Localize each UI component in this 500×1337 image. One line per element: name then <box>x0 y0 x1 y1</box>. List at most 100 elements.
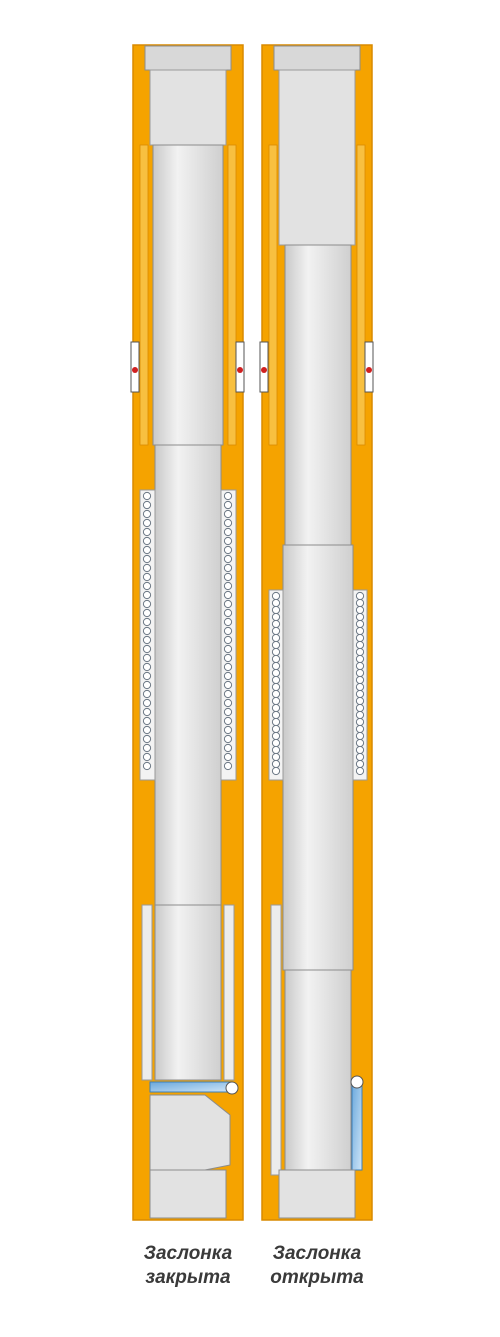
spring-coil <box>142 500 152 510</box>
spring-coil <box>142 572 152 582</box>
spring-coil <box>271 633 281 643</box>
lower-wall-left-a <box>141 904 153 1081</box>
flapper-icon <box>351 1079 363 1171</box>
spring-coil <box>355 759 365 769</box>
lower-wall-right-a <box>270 904 282 1176</box>
seal-dot <box>237 367 243 373</box>
spring-coil <box>271 731 281 741</box>
spring-coil <box>355 696 365 706</box>
spring-coil <box>355 689 365 699</box>
spring-coil <box>223 572 233 582</box>
flapper-hinge <box>350 1075 364 1089</box>
spring-coil <box>142 617 152 627</box>
caption-open: Заслонка открыта <box>247 1242 387 1290</box>
spring-coil <box>271 598 281 608</box>
upper-mandrel-left <box>152 144 224 446</box>
flow-tube-right <box>282 544 354 971</box>
spring-coil <box>355 598 365 608</box>
spring-coil <box>355 605 365 615</box>
spring-coil <box>142 518 152 528</box>
spring-coil <box>355 703 365 713</box>
spring-coil <box>142 662 152 672</box>
spring-coil <box>355 710 365 720</box>
spring-coil <box>142 671 152 681</box>
spring-coil <box>142 743 152 753</box>
spring-coil <box>271 717 281 727</box>
spring-coil <box>223 527 233 537</box>
upper-mandrel-right <box>284 244 352 546</box>
spring-coil <box>271 724 281 734</box>
spring-coil <box>223 563 233 573</box>
spring-coil <box>142 698 152 708</box>
spring-coil-icon <box>271 591 281 776</box>
spring-coil <box>142 581 152 591</box>
spring-coil <box>223 716 233 726</box>
spring-coil <box>142 527 152 537</box>
spring-coil <box>355 654 365 664</box>
spring-coil <box>142 725 152 735</box>
spring-coil <box>142 680 152 690</box>
valve-open-diagram <box>259 44 374 1221</box>
spring-coil <box>271 745 281 755</box>
spring-coil <box>142 689 152 699</box>
spring-coil <box>223 653 233 663</box>
spring-coil-icon <box>355 591 365 776</box>
spring-coil <box>223 608 233 618</box>
caption-open-line1: Заслонка <box>272 1243 362 1264</box>
lower-tube-left <box>154 904 222 1081</box>
spring-coil <box>355 640 365 650</box>
spring-coil <box>223 536 233 546</box>
seal-dot <box>261 367 267 373</box>
top-sub-left <box>144 45 232 71</box>
spring-coil <box>223 734 233 744</box>
spring-coil <box>223 689 233 699</box>
wall-left-b <box>227 144 237 446</box>
spring-coil <box>271 682 281 692</box>
spring-coil <box>271 640 281 650</box>
spring-coil <box>355 661 365 671</box>
spring-coil <box>355 626 365 636</box>
spring-coil <box>223 599 233 609</box>
spring-coil <box>271 605 281 615</box>
spring-coil <box>271 696 281 706</box>
spring-coil <box>223 500 233 510</box>
spring-coil <box>223 644 233 654</box>
spring-coil <box>355 717 365 727</box>
spring-coil <box>223 680 233 690</box>
spring-coil <box>355 682 365 692</box>
spring-coil <box>223 545 233 555</box>
spring-coil <box>223 662 233 672</box>
spring-coil <box>223 509 233 519</box>
spring-coil <box>271 668 281 678</box>
spring-coil <box>355 766 365 776</box>
spring-coil <box>271 675 281 685</box>
spring-coil <box>142 590 152 600</box>
lower-tube-right <box>284 969 352 1171</box>
spring-coil <box>271 654 281 664</box>
spring-coil <box>223 752 233 762</box>
spring-coil <box>223 743 233 753</box>
spring-coil <box>142 599 152 609</box>
spring-coil <box>223 590 233 600</box>
spring-coil <box>223 671 233 681</box>
spring-coil <box>223 761 233 771</box>
seal-dot <box>132 367 138 373</box>
spring-coil <box>355 668 365 678</box>
spring-coil <box>142 716 152 726</box>
bottom-sub-right <box>278 1169 356 1219</box>
spring-coil <box>142 653 152 663</box>
valve-closed-diagram <box>130 44 245 1221</box>
spring-coil <box>355 752 365 762</box>
spring-coil <box>142 734 152 744</box>
top-sub-right <box>273 45 361 71</box>
spring-coil <box>223 626 233 636</box>
caption-open-line2: открыта <box>270 1267 364 1288</box>
flow-tube-left <box>154 444 222 906</box>
spring-coil <box>355 738 365 748</box>
flapper-icon <box>149 1081 233 1093</box>
spring-coil <box>142 626 152 636</box>
spring-coil <box>223 491 233 501</box>
spring-coil <box>142 536 152 546</box>
